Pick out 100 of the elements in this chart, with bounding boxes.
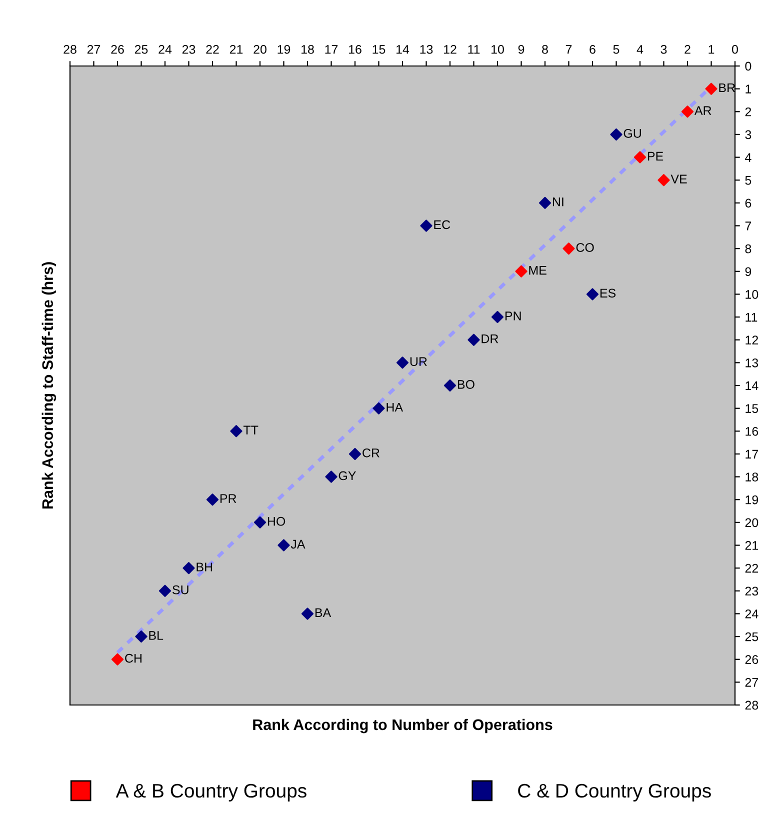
- x-tick-label: 4: [636, 45, 644, 54]
- legend-label: A & B Country Groups: [116, 784, 306, 802]
- y-tick-label: 1: [746, 84, 752, 94]
- point: [610, 128, 622, 141]
- point: [586, 288, 599, 300]
- annotation: BR: [719, 83, 735, 92]
- x-tick-label: 10: [492, 44, 504, 54]
- x-tick-label: 8: [542, 44, 548, 54]
- y-tick-label: 7: [745, 222, 752, 230]
- x-tick-label: 9: [518, 44, 524, 54]
- x-tick-label: 27: [87, 44, 100, 54]
- point: [158, 584, 172, 597]
- y-tick-label: 9: [745, 267, 752, 276]
- x-tick-label: 17: [325, 45, 338, 54]
- x-tick-label: 18: [302, 44, 314, 54]
- point: [396, 356, 409, 369]
- x-tick-label: 28: [64, 44, 76, 54]
- annotation: CH: [125, 654, 142, 663]
- y-tick-label: 28: [745, 700, 758, 710]
- x-tick-label: 23: [182, 44, 196, 54]
- annotation: TT: [243, 426, 258, 434]
- x-tick-label: 3: [660, 44, 667, 54]
- y-tick-label: 8: [745, 244, 752, 254]
- x-tick-label: 16: [349, 44, 362, 54]
- x-tick-label: 19: [278, 44, 290, 54]
- legend-label: C & D Country Groups: [518, 784, 711, 802]
- x-tick-label: 24: [158, 44, 172, 54]
- x-tick-label: 14: [396, 45, 410, 54]
- y-tick-label: 15: [746, 404, 758, 413]
- point: [301, 608, 314, 620]
- y-tick-label: 23: [745, 586, 758, 596]
- point: [491, 310, 504, 324]
- y-tick-label: 12: [746, 336, 758, 344]
- y-tick-label: 14: [746, 381, 758, 390]
- y-tick-label: 19: [746, 495, 758, 504]
- point: [538, 196, 552, 210]
- annotation: SU: [172, 585, 188, 594]
- point: [278, 539, 290, 552]
- annotation: UR: [410, 357, 427, 366]
- annotation: BA: [315, 608, 332, 617]
- x-tick-label: 25: [134, 44, 148, 54]
- annotation: NI: [552, 198, 564, 206]
- x-tick-label: 13: [420, 44, 433, 54]
- point: [372, 402, 385, 414]
- y-tick-label: 22: [745, 564, 758, 573]
- x-tick-label: 0: [732, 44, 738, 54]
- y-tick-label: 10: [746, 290, 758, 299]
- y-tick-label: 2: [745, 107, 752, 116]
- x-tick-label: 15: [372, 45, 386, 54]
- annotation: GY: [338, 471, 356, 480]
- point: [135, 630, 148, 643]
- x-tick-label: 1: [708, 45, 714, 54]
- x-tick-label: 22: [206, 44, 219, 54]
- point: [562, 242, 575, 255]
- x-tick-label: 26: [111, 44, 124, 54]
- annotation: HO: [268, 516, 286, 526]
- point: [444, 379, 456, 392]
- annotation: CO: [576, 243, 594, 252]
- y-tick-label: 0: [745, 62, 752, 71]
- x-tick-label: 6: [590, 44, 596, 54]
- y-tick-label: 4: [745, 153, 752, 162]
- y-tick-label: 18: [746, 472, 758, 482]
- point: [515, 265, 528, 278]
- point: [111, 653, 124, 666]
- x-tick-label: 11: [468, 45, 480, 54]
- annotation: PR: [220, 494, 236, 503]
- x-tick-label: 21: [230, 44, 243, 54]
- y-tick-label: 11: [746, 312, 758, 322]
- y-tick-label: 20: [745, 518, 758, 528]
- y-axis-title: Rank According to Staff-time (hrs): [42, 262, 56, 509]
- annotation: DR: [482, 334, 498, 344]
- x-tick-label: 5: [613, 45, 620, 54]
- point: [254, 516, 266, 529]
- point: [634, 151, 646, 164]
- point: [206, 494, 219, 506]
- annotation: BO: [458, 380, 474, 389]
- annotation: HA: [386, 402, 404, 412]
- y-tick-label: 16: [746, 426, 758, 436]
- point: [182, 562, 195, 574]
- annotation: PE: [648, 152, 664, 161]
- y-tick-label: 3: [745, 130, 752, 140]
- y-tick-label: 24: [745, 610, 758, 618]
- x-tick-label: 2: [684, 44, 690, 54]
- point: [420, 220, 432, 232]
- point: [325, 470, 338, 483]
- x-axis-title: Rank According to Number of Operations: [253, 718, 552, 734]
- y-tick-label: 6: [745, 198, 752, 208]
- annotation: GU: [624, 128, 641, 138]
- y-tick-label: 27: [745, 678, 758, 687]
- annotation: BH: [196, 562, 212, 572]
- x-tick-label: 7: [566, 45, 572, 54]
- annotation: JA: [290, 540, 306, 549]
- y-tick-label: 5: [745, 176, 752, 185]
- annotation: EC: [434, 220, 450, 230]
- annotation: ME: [529, 266, 546, 275]
- x-tick-label: 12: [444, 44, 456, 54]
- point: [348, 448, 362, 460]
- point: [681, 106, 694, 118]
- y-tick-label: 17: [746, 450, 758, 458]
- point: [468, 334, 480, 346]
